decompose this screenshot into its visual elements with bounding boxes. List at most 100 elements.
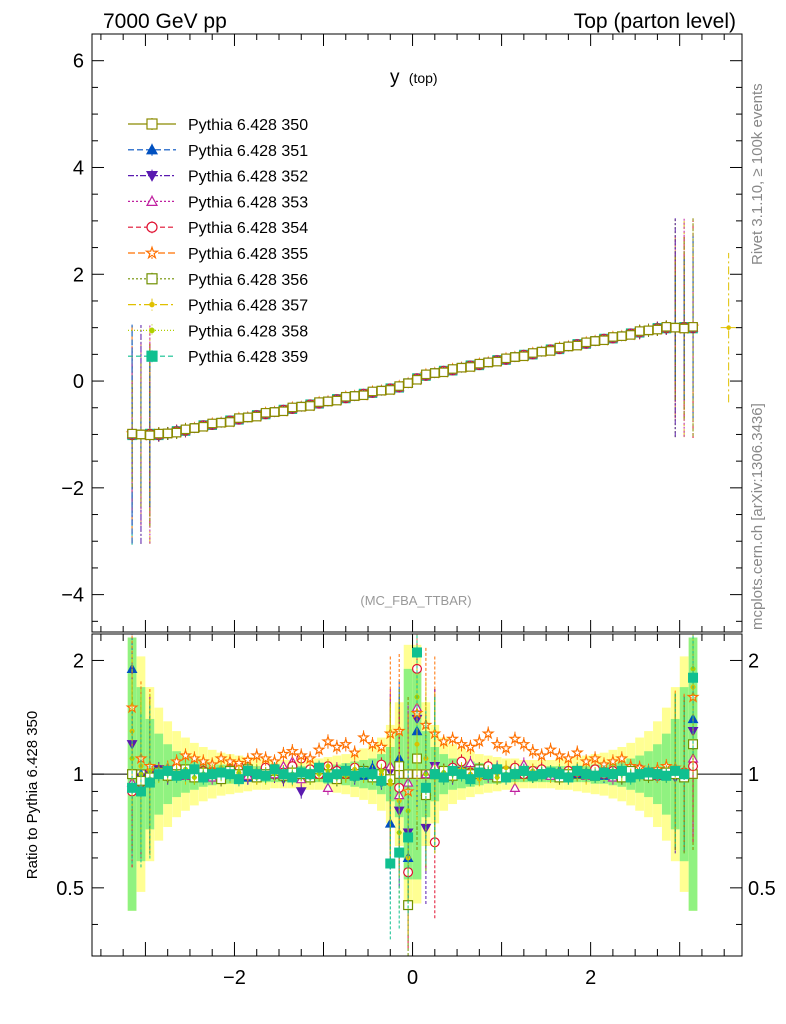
main-data-point xyxy=(447,364,458,374)
main-data-point xyxy=(679,323,689,334)
ratio-data-point xyxy=(499,741,513,755)
ratio-data-point xyxy=(233,774,244,785)
main-y-tick-label: −4 xyxy=(61,585,84,607)
ratio-data-point xyxy=(572,765,583,776)
ratio-data-point xyxy=(340,765,351,776)
main-plot-panel: −4 −2 0 2 4 6 y (top) (MC_FBA_TTBAR) Pythia 6… xyxy=(61,33,743,633)
main-data-point xyxy=(145,430,155,441)
ratio-data-point xyxy=(606,754,620,768)
legend-marker xyxy=(146,221,158,233)
ratio-data-point xyxy=(598,767,609,778)
main-data-point xyxy=(545,346,556,356)
ratio-data-point xyxy=(438,772,449,783)
ratio-data-point xyxy=(153,769,164,780)
main-data-point xyxy=(652,324,663,335)
main-data-point xyxy=(385,385,396,395)
main-series-5 xyxy=(127,219,698,525)
main-data-point xyxy=(243,412,253,423)
ratio-data-point xyxy=(526,744,540,757)
ratio-data-point xyxy=(162,765,173,776)
ratio-data-point xyxy=(570,745,584,759)
legend-marker xyxy=(145,171,159,182)
main-plot-axes: −4 −2 0 2 4 6 xyxy=(61,34,742,632)
ratio-data-point xyxy=(481,726,495,740)
ratio-data-point xyxy=(517,737,531,750)
main-plot-frame xyxy=(91,33,743,633)
ratio-data-point xyxy=(545,767,556,778)
legend: Pythia 6.428 350 Pythia 6.428 351 Pythia 6… xyxy=(128,117,308,366)
legend-label: Pythia 6.428 359 xyxy=(188,349,308,366)
ratio-data-point xyxy=(144,777,155,788)
ratio-data-point xyxy=(365,737,380,750)
ratio-data-point xyxy=(403,832,414,843)
main-y-tick-label: −2 xyxy=(61,478,84,500)
legend-item-3: Pythia 6.428 352 xyxy=(128,169,308,186)
main-data-point xyxy=(661,322,672,332)
ratio-data-point xyxy=(170,754,184,768)
main-data-point xyxy=(376,385,387,396)
main-data-point xyxy=(501,353,511,364)
main-data-point xyxy=(670,322,681,333)
main-data-point xyxy=(634,326,645,336)
main-data-point xyxy=(367,386,378,397)
ratio-data-point xyxy=(357,730,371,744)
ratio-data-point xyxy=(348,745,362,759)
main-data-point xyxy=(483,357,494,368)
ratio-data-point xyxy=(331,769,342,780)
ratio-data-point xyxy=(490,737,504,750)
main-data-point xyxy=(314,397,324,407)
ratio-data-point xyxy=(312,742,326,756)
ratio-data-point xyxy=(616,765,627,776)
main-data-point xyxy=(127,428,137,439)
ratio-y-tick-label-right: 1 xyxy=(748,764,759,786)
legend-marker xyxy=(146,273,158,285)
legend-marker xyxy=(146,118,158,130)
main-data-point xyxy=(225,417,235,427)
legend-item-10: Pythia 6.428 359 xyxy=(128,349,308,366)
ratio-data-point xyxy=(456,769,467,780)
legend-label: Pythia 6.428 356 xyxy=(188,272,308,289)
main-plot-title: y (top) xyxy=(390,67,438,88)
main-series-8-overflow xyxy=(720,252,737,403)
ratio-data-point xyxy=(358,767,369,778)
ratio-data-point xyxy=(367,769,378,780)
x-tick-label: 2 xyxy=(585,967,596,989)
main-data-point xyxy=(234,413,244,423)
ratio-data-point xyxy=(378,768,384,774)
ratio-data-point xyxy=(527,770,538,781)
legend-marker xyxy=(145,195,159,206)
main-data-point xyxy=(251,411,262,422)
main-data-point xyxy=(492,356,502,367)
plot-title-sub: (top) xyxy=(409,70,438,86)
x-tick-label: −2 xyxy=(223,967,246,989)
ratio-data-point xyxy=(339,737,353,750)
ratio-data-point xyxy=(454,737,469,750)
ratio-data-point xyxy=(509,769,520,780)
main-data-point xyxy=(340,391,351,402)
main-series-1 xyxy=(127,217,698,527)
main-data-point xyxy=(519,351,529,362)
ratio-data-point xyxy=(543,742,558,756)
ratio-data-point xyxy=(330,739,344,753)
main-y-tick-label: 6 xyxy=(73,51,84,73)
legend-marker xyxy=(149,327,155,334)
legend-item-2: Pythia 6.428 351 xyxy=(128,143,308,160)
ratio-data-point xyxy=(588,751,602,765)
ratio-data-point xyxy=(127,782,138,793)
ratio-y-tick-label: 1 xyxy=(73,764,84,786)
ratio-data-point xyxy=(670,765,681,776)
ratio-data-point xyxy=(652,769,663,780)
ratio-data-point xyxy=(534,748,549,762)
ratio-data-point xyxy=(322,772,333,783)
ratio-data-point xyxy=(472,734,486,748)
main-data-point xyxy=(189,423,200,433)
ratio-data-point xyxy=(412,647,423,658)
ratio-data-point xyxy=(536,769,547,780)
ratio-data-point xyxy=(615,751,629,765)
main-data-point xyxy=(403,378,413,388)
ratio-data-point xyxy=(385,858,396,869)
ratio-data-point xyxy=(285,744,300,757)
main-data-point xyxy=(358,390,369,401)
main-data-point xyxy=(269,407,280,417)
ratio-data-point xyxy=(376,775,387,786)
